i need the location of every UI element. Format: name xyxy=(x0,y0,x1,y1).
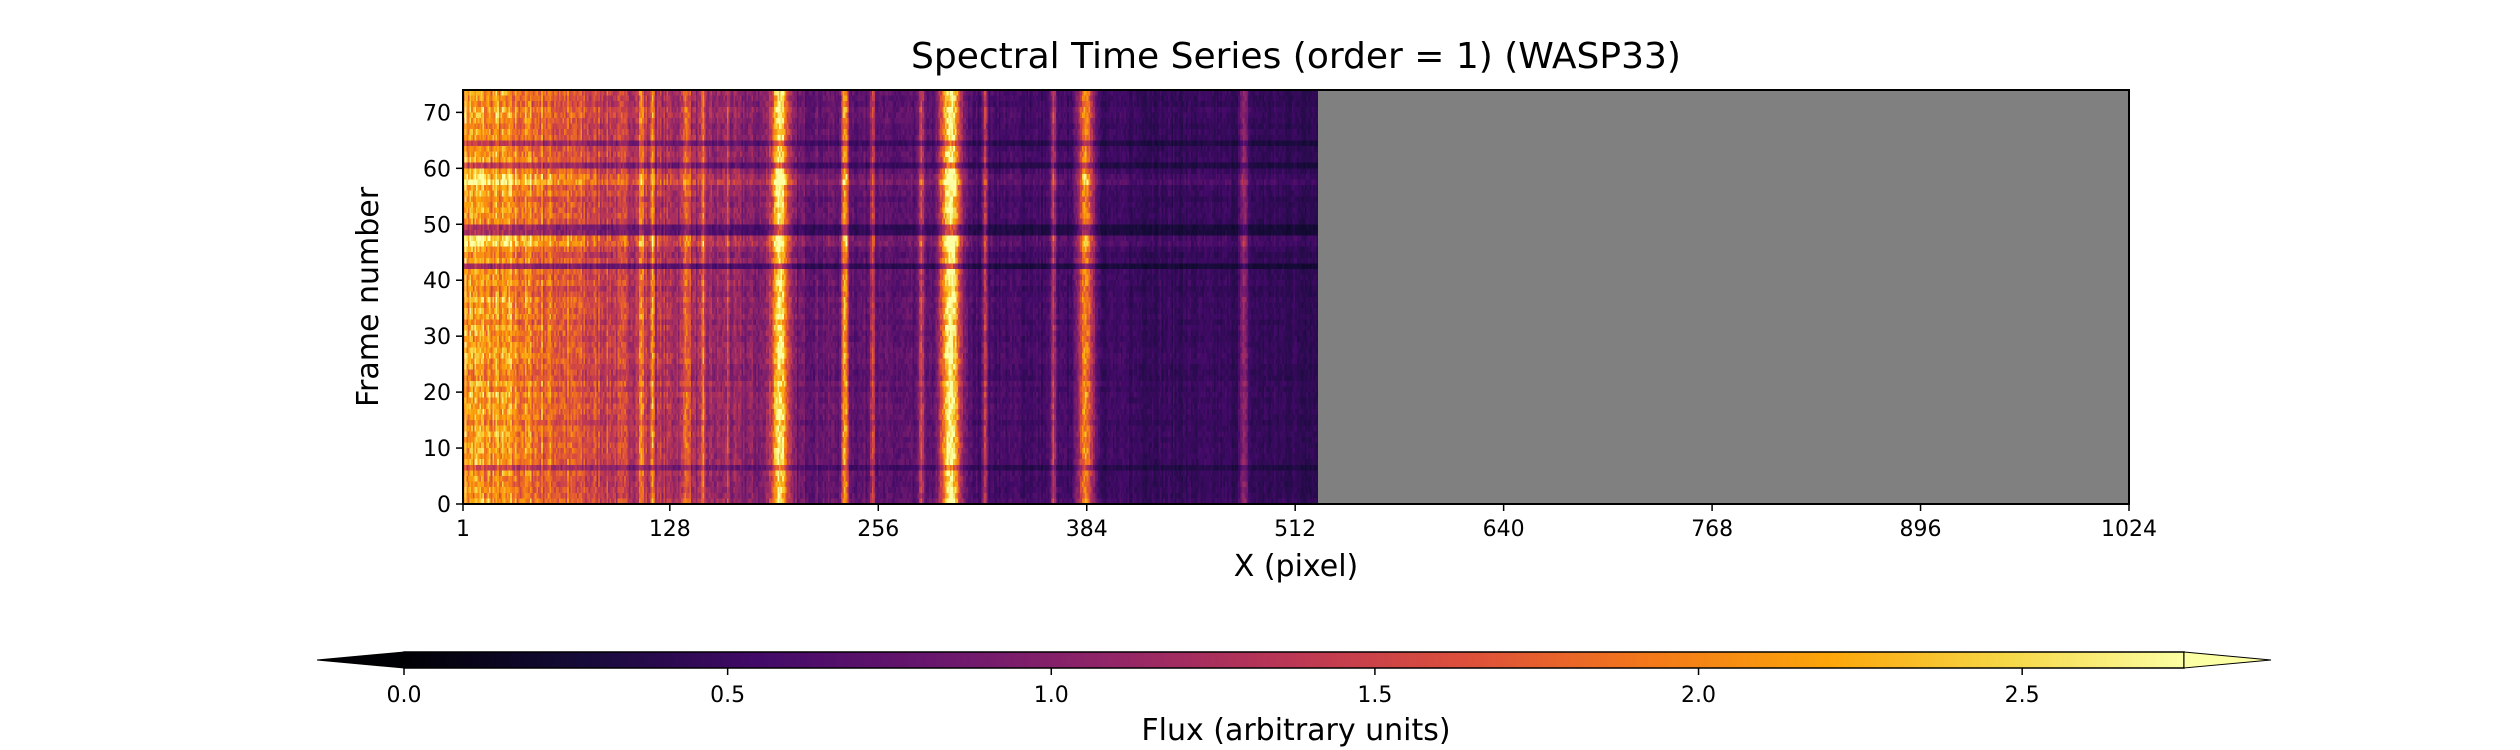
y-tick-label: 40 xyxy=(423,269,451,294)
x-tick-label: 512 xyxy=(1274,517,1316,542)
x-tick-label: 256 xyxy=(857,517,899,542)
colorbar-tick-label: 0.5 xyxy=(710,683,745,708)
x-tick-label: 384 xyxy=(1066,517,1108,542)
plot-frame xyxy=(462,89,2130,505)
colorbar-tick-label: 1.5 xyxy=(1357,683,1392,708)
colorbar-tick-label: 1.0 xyxy=(1034,683,1069,708)
colorbar-tick-label: 2.5 xyxy=(2005,683,2040,708)
y-tick-label: 10 xyxy=(423,437,451,462)
heatmap-cells xyxy=(463,90,1318,504)
heatmap-image xyxy=(463,90,1318,504)
x-tick-label: 1 xyxy=(456,517,470,542)
y-axis: 0 10 20 30 40 50 60 70 xyxy=(423,101,463,518)
y-tick-label: 60 xyxy=(423,157,451,182)
colorbar-label: Flux (arbitrary units) xyxy=(1141,713,1450,748)
colorbar-axis: 0.0 0.5 1.0 1.5 2.0 2.5 xyxy=(387,668,2040,708)
x-axis: 1 128 256 384 512 640 768 896 1024 xyxy=(456,504,2157,542)
y-tick-label: 30 xyxy=(423,325,451,350)
x-tick-label: 640 xyxy=(1483,517,1525,542)
chart-title: Spectral Time Series (order = 1) (WASP33… xyxy=(911,36,1681,77)
x-tick-label: 896 xyxy=(1900,517,1942,542)
y-tick-label: 50 xyxy=(423,213,451,238)
y-axis-label: Frame number xyxy=(351,186,386,407)
y-tick-label: 20 xyxy=(423,381,451,406)
y-tick-label: 70 xyxy=(423,101,451,126)
colorbar xyxy=(403,651,2185,669)
colorbar-extend-min xyxy=(316,651,405,669)
colorbar-tick-label: 0.0 xyxy=(387,683,422,708)
x-tick-label: 128 xyxy=(649,517,691,542)
x-tick-label: 768 xyxy=(1691,517,1733,542)
colorbar-extend-max xyxy=(2183,651,2272,669)
x-tick-label: 1024 xyxy=(2101,517,2157,542)
colorbar-tick-label: 2.0 xyxy=(1681,683,1716,708)
y-tick-label: 0 xyxy=(437,493,451,518)
x-axis-label: X (pixel) xyxy=(1234,549,1359,584)
